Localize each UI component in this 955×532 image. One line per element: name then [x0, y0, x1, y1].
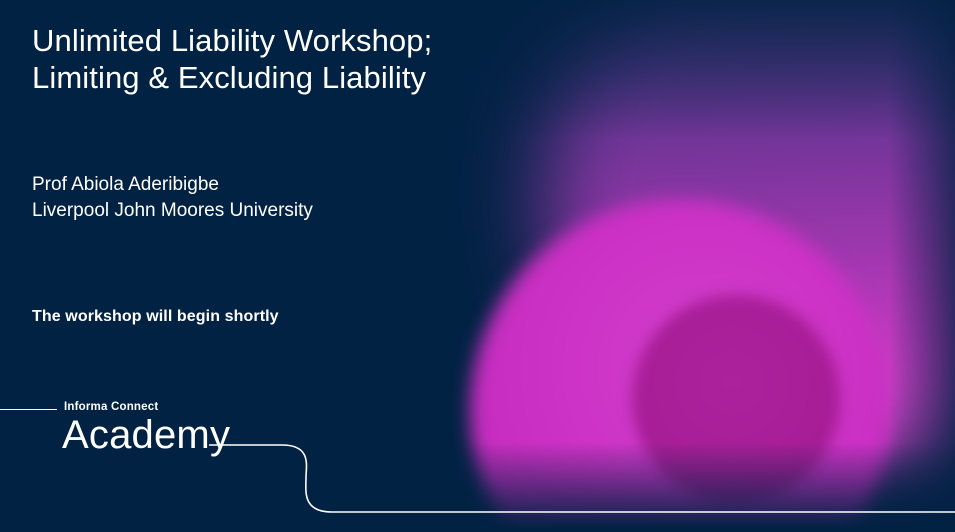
presenter-block: Prof Abiola Aderibigbe Liverpool John Mo…	[32, 172, 313, 224]
presenter-organisation: Liverpool John Moores University	[32, 200, 313, 221]
page-title: Unlimited Liability Workshop; Limiting &…	[32, 23, 433, 95]
logo-rule-left	[0, 409, 57, 410]
informa-connect-academy-logo: Informa Connect Academy	[0, 398, 340, 468]
logo-wordmark-text: Academy	[62, 413, 231, 457]
logo-kicker-text: Informa Connect	[64, 401, 159, 413]
presenter-name: Prof Abiola Aderibigbe	[32, 174, 219, 195]
status-note: The workshop will begin shortly	[32, 308, 279, 325]
